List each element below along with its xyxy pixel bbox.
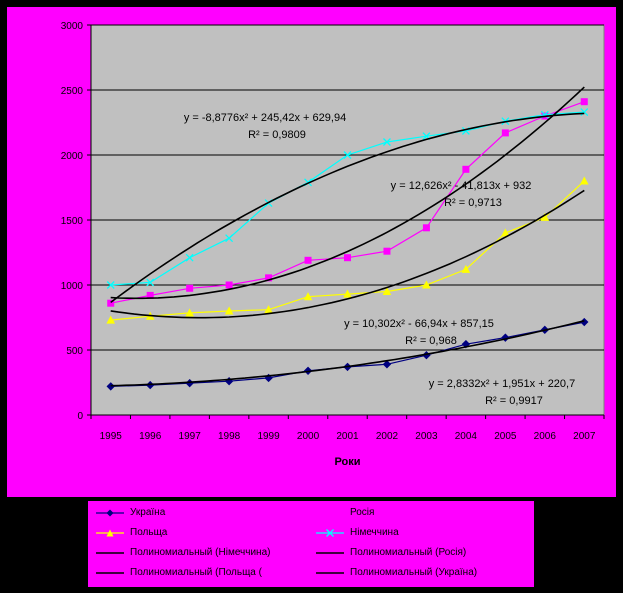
chart-svg: 0 500 1000 1500 2000 2500 3000 1995 1996 1997 1998… <box>61 21 605 468</box>
legend-swatch <box>96 529 124 536</box>
x-tick-label: 2006 <box>534 431 557 442</box>
legend-entry: Полиномиальный (Польща ( <box>96 567 262 578</box>
trendline-equation: y = 2,8332x² + 1,951x + 220,7 <box>429 378 575 390</box>
legend-label: Полиномиальный (Польща ( <box>130 567 262 578</box>
legend-swatch <box>316 551 344 554</box>
y-tick-label: 1500 <box>61 216 84 227</box>
trendline-r2: R² = 0,9809 <box>248 129 306 141</box>
data-point-marker <box>107 299 115 307</box>
legend-marker <box>327 509 333 516</box>
data-point-marker <box>106 281 115 289</box>
data-point-marker <box>501 228 510 237</box>
x-tick-label: 2003 <box>415 431 438 442</box>
legend-marker <box>106 509 114 516</box>
trendline <box>110 86 585 300</box>
y-tick-label: 2500 <box>61 86 84 97</box>
legend-entry: Полиномиальный (Німеччина) <box>96 547 270 558</box>
data-point-marker <box>185 253 194 262</box>
x-tick-label: 1995 <box>100 431 123 442</box>
data-point-marker <box>540 212 550 221</box>
legend-swatch <box>316 528 344 537</box>
legend-swatch <box>96 551 124 554</box>
chart-area: 0 500 1000 1500 2000 2500 3000 1995 1996 1997 1998… <box>7 7 616 497</box>
trendline-equation: y = 12,626x² - 41,813x + 932 <box>391 180 532 192</box>
legend-marker <box>326 528 334 537</box>
legend-entry: Україна <box>96 507 165 518</box>
data-point-marker <box>303 292 313 301</box>
data-point-marker <box>461 264 471 273</box>
data-point-marker <box>422 280 431 289</box>
x-tick-label: 1999 <box>257 431 280 442</box>
data-point-marker <box>185 308 194 317</box>
data-point-marker <box>265 274 273 282</box>
legend-label: Німеччина <box>350 527 399 538</box>
data-point-marker <box>382 360 392 369</box>
legend: Україна Росія Польща Німеччина Полиномиальны… <box>87 500 535 588</box>
data-point-marker <box>224 306 234 315</box>
data-point-marker <box>580 98 588 106</box>
legend-entry: Росія <box>316 507 374 518</box>
legend-marker <box>106 529 114 536</box>
data-point-marker <box>580 108 589 117</box>
data-point-marker <box>343 289 352 298</box>
x-tick-label: 1996 <box>139 431 162 442</box>
data-point-marker <box>146 278 155 287</box>
data-point-marker <box>383 247 391 255</box>
legend-entry: Німеччина <box>316 527 399 538</box>
x-axis-title: Роки <box>334 456 360 468</box>
legend-label: Полиномиальный (Німеччина) <box>130 547 271 558</box>
x-tick-label: 2005 <box>494 431 517 442</box>
data-point-marker <box>304 256 312 264</box>
data-point-marker <box>579 176 589 185</box>
legend-entry: Полиномиальный (Україна) <box>316 567 477 578</box>
legend-swatch <box>96 571 124 574</box>
data-point-marker <box>225 234 234 243</box>
legend-entry: Польща <box>96 527 167 538</box>
y-tick-label: 500 <box>66 346 83 357</box>
legend-label: Україна <box>130 507 166 518</box>
data-point-marker <box>501 129 509 137</box>
y-tick-label: 0 <box>77 411 83 422</box>
trendline <box>110 189 585 319</box>
x-tick-label: 2000 <box>297 431 320 442</box>
y-tick-label: 3000 <box>61 21 84 32</box>
legend-label: Польща <box>130 527 168 538</box>
x-tick-label: 2002 <box>376 431 399 442</box>
data-point-marker <box>383 138 391 146</box>
plot-layer: 0 500 1000 1500 2000 2500 3000 1995 1996 1997 1998… <box>61 21 605 468</box>
x-tick-label: 2007 <box>573 431 596 442</box>
x-tick-label: 2004 <box>455 431 478 442</box>
data-point-marker <box>344 254 351 262</box>
legend-swatch <box>316 509 344 516</box>
legend-label: Полиномиальный (Україна) <box>350 567 478 578</box>
data-point-marker <box>106 315 116 324</box>
y-tick-label: 2000 <box>61 151 84 162</box>
trendline <box>110 320 585 387</box>
data-point-marker <box>343 151 352 159</box>
data-point-marker <box>264 305 273 314</box>
legend-label: Росія <box>350 507 375 518</box>
legend-swatch <box>96 509 124 516</box>
y-tick-label: 1000 <box>61 281 84 292</box>
trendline-r2: R² = 0,9713 <box>444 197 502 209</box>
trendline-r2: R² = 0,968 <box>405 335 457 347</box>
data-point-marker <box>382 286 392 295</box>
data-point-marker <box>225 281 233 289</box>
x-tick-label: 1998 <box>218 431 241 442</box>
legend-swatch <box>316 571 344 574</box>
data-point-marker <box>422 224 430 232</box>
x-tick-label: 2001 <box>336 431 359 442</box>
trendline-r2: R² = 0,9917 <box>485 395 543 407</box>
legend-label: Полиномиальный (Росія) <box>350 547 467 558</box>
legend-entry: Полиномиальный (Росія) <box>316 547 466 558</box>
data-point-marker <box>186 284 194 292</box>
trendline-equation: y = -8,8776x² + 245,42x + 629,94 <box>184 112 346 124</box>
x-tick-label: 1997 <box>179 431 202 442</box>
trendline <box>110 112 585 304</box>
data-point-marker <box>462 165 470 173</box>
trendline-equation: y = 10,302x² - 66,94x + 857,15 <box>344 318 494 330</box>
